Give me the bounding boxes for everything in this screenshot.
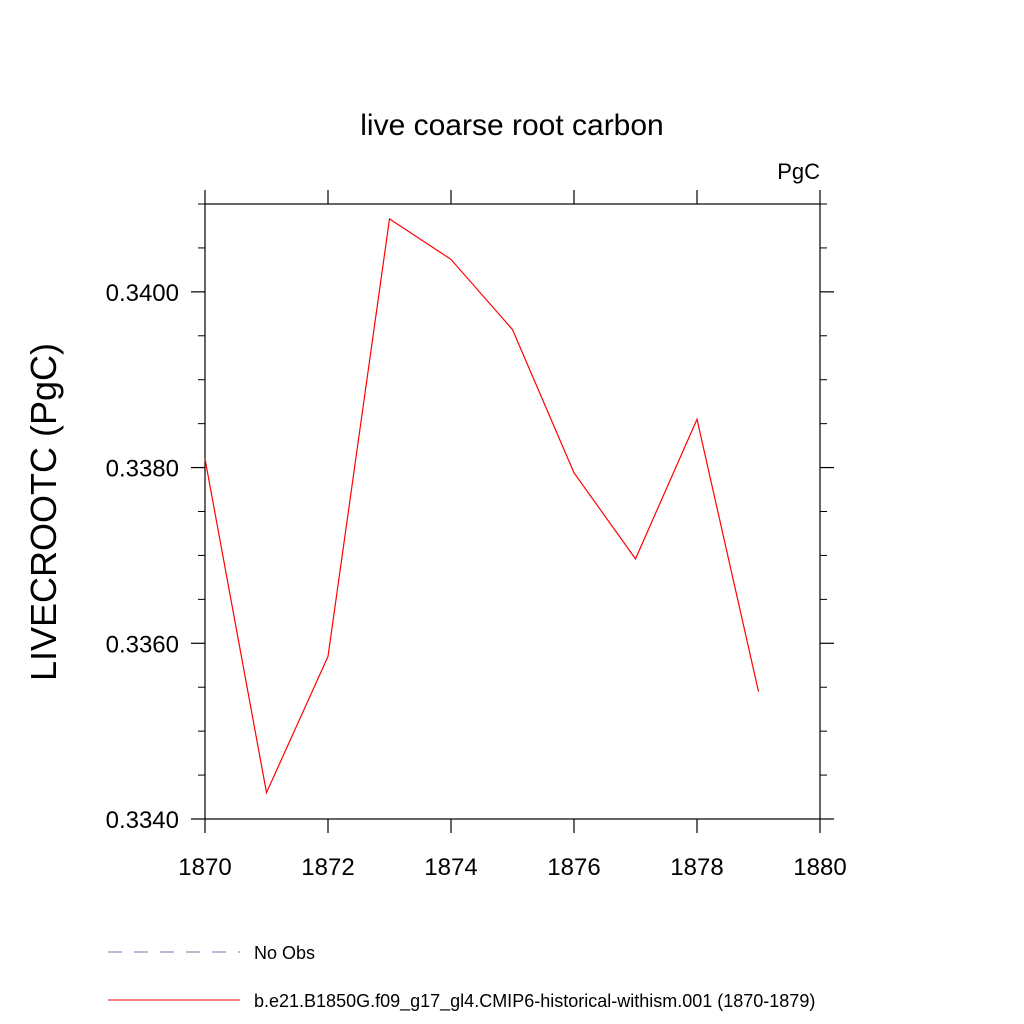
plot-frame — [204, 203, 821, 820]
x-tick-label: 1870 — [178, 854, 231, 881]
y-tick-label: 0.3340 — [106, 807, 179, 834]
data-series — [204, 217, 760, 795]
axis-tick-labels: 1870 1872 1874 1876 1878 1880 0.3340 0.3360 0.33… — [106, 280, 847, 881]
y-axis-label: LIVECROOTC (PgC) — [23, 343, 64, 681]
units-label: PgC — [777, 159, 820, 184]
legend-label: b.e21.B1850G.f09_g17_gl4.CMIP6-historica… — [254, 991, 815, 1012]
y-tick-label: 0.3380 — [106, 456, 179, 483]
legend-label: No Obs — [254, 943, 315, 963]
x-tick-label: 1880 — [793, 854, 846, 881]
x-tick-label: 1876 — [547, 854, 600, 881]
y-tick-label: 0.3360 — [106, 631, 179, 658]
axis-ticks — [191, 190, 834, 833]
x-tick-label: 1874 — [424, 854, 477, 881]
x-tick-label: 1878 — [670, 854, 723, 881]
legend: No Obs b.e21.B1850G.f09_g17_gl4.CMIP6-his… — [108, 943, 815, 1012]
series-line — [204, 217, 760, 795]
x-tick-label: 1872 — [301, 854, 354, 881]
y-tick-label: 0.3400 — [106, 280, 179, 307]
chart-title: live coarse root carbon — [360, 109, 664, 142]
